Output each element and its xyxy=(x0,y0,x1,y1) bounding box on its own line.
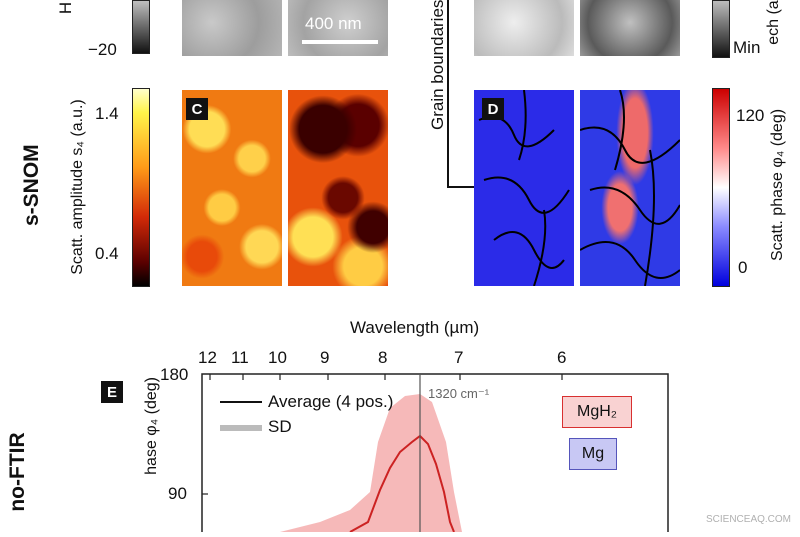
grain-boundaries-label: Grain boundaries xyxy=(428,0,447,130)
top-tick-10: 10 xyxy=(268,348,287,367)
top-left-tick-bottom: −20 xyxy=(88,40,117,59)
legend-avg-swatch xyxy=(220,401,262,403)
scale-bar xyxy=(302,40,378,44)
phase-tick-high: 120 xyxy=(736,106,765,125)
mgh2-label-box: MgH₂ xyxy=(562,396,632,428)
plot-frame xyxy=(201,373,669,532)
amp-colorbar xyxy=(132,88,150,287)
top-right-min-label: Min xyxy=(733,38,761,57)
panel-d-image-1: D xyxy=(474,90,574,286)
amp-tick-high: 1.4 xyxy=(95,104,119,123)
panel-c-image-1: C xyxy=(182,90,282,286)
scale-bar-label: 400 nm xyxy=(305,14,362,33)
snom-row-label: s-SNOM xyxy=(20,144,43,226)
panel-d-letter: D xyxy=(482,98,504,120)
ftir-y-axis-label: hase φ₄ (deg) xyxy=(143,377,160,475)
legend-avg-label: Average (4 pos.) xyxy=(268,392,394,411)
top-left-axis-label: H xyxy=(56,1,76,15)
legend-sd-swatch xyxy=(220,425,262,431)
legend-sd-label: SD xyxy=(268,417,292,436)
y-tick-90: 90 xyxy=(168,484,187,503)
watermark: SCIENCEAQ.COM xyxy=(706,514,792,525)
mg-label-box: Mg xyxy=(569,438,617,470)
marker-label: 1320 cm⁻¹ xyxy=(428,386,490,401)
top-tick-12: 12 xyxy=(198,348,217,367)
panel-d-boundaries-2 xyxy=(580,90,680,286)
arrow-vertical-line xyxy=(447,0,449,187)
sd-band xyxy=(280,394,462,532)
wavelength-axis-label: Wavelength (µm) xyxy=(350,318,480,337)
phase-tick-low: 0 xyxy=(738,258,748,277)
panel-d-boundaries-1 xyxy=(478,90,570,286)
top-right-colorbar xyxy=(712,0,730,58)
panel-c-letter: C xyxy=(186,98,208,120)
y-tick-180: 180 xyxy=(160,365,189,384)
average-line xyxy=(349,434,455,532)
top-tick-8: 8 xyxy=(378,348,388,367)
mgh2-label: MgH₂ xyxy=(577,403,617,420)
top-image-2: 400 nm xyxy=(288,0,388,56)
top-image-4 xyxy=(580,0,680,56)
panel-e-letter: E xyxy=(101,381,123,403)
phase-axis-label: Scatt. phase φ₄ (deg) xyxy=(769,108,786,262)
top-image-1 xyxy=(182,0,282,56)
top-image-3 xyxy=(474,0,574,56)
amp-axis-label: Scatt. amplitude s₄ (a.u.) xyxy=(69,99,86,275)
top-left-colorbar xyxy=(132,0,150,54)
top-tick-9: 9 xyxy=(320,348,330,367)
panel-c-image-2 xyxy=(288,90,388,286)
ftir-row-label: no-FTIR xyxy=(6,432,29,512)
arrow-horizontal-line xyxy=(447,186,477,188)
top-right-axis-label: ech (a.u.) xyxy=(764,0,782,45)
amp-tick-low: 0.4 xyxy=(95,244,119,263)
top-tick-6: 6 xyxy=(557,348,567,367)
top-tick-7: 7 xyxy=(454,348,464,367)
top-tick-11: 11 xyxy=(231,348,249,367)
phase-colorbar xyxy=(712,88,730,287)
mg-label: Mg xyxy=(581,445,605,462)
panel-d-image-2 xyxy=(580,90,680,286)
ftir-plot xyxy=(201,373,669,532)
